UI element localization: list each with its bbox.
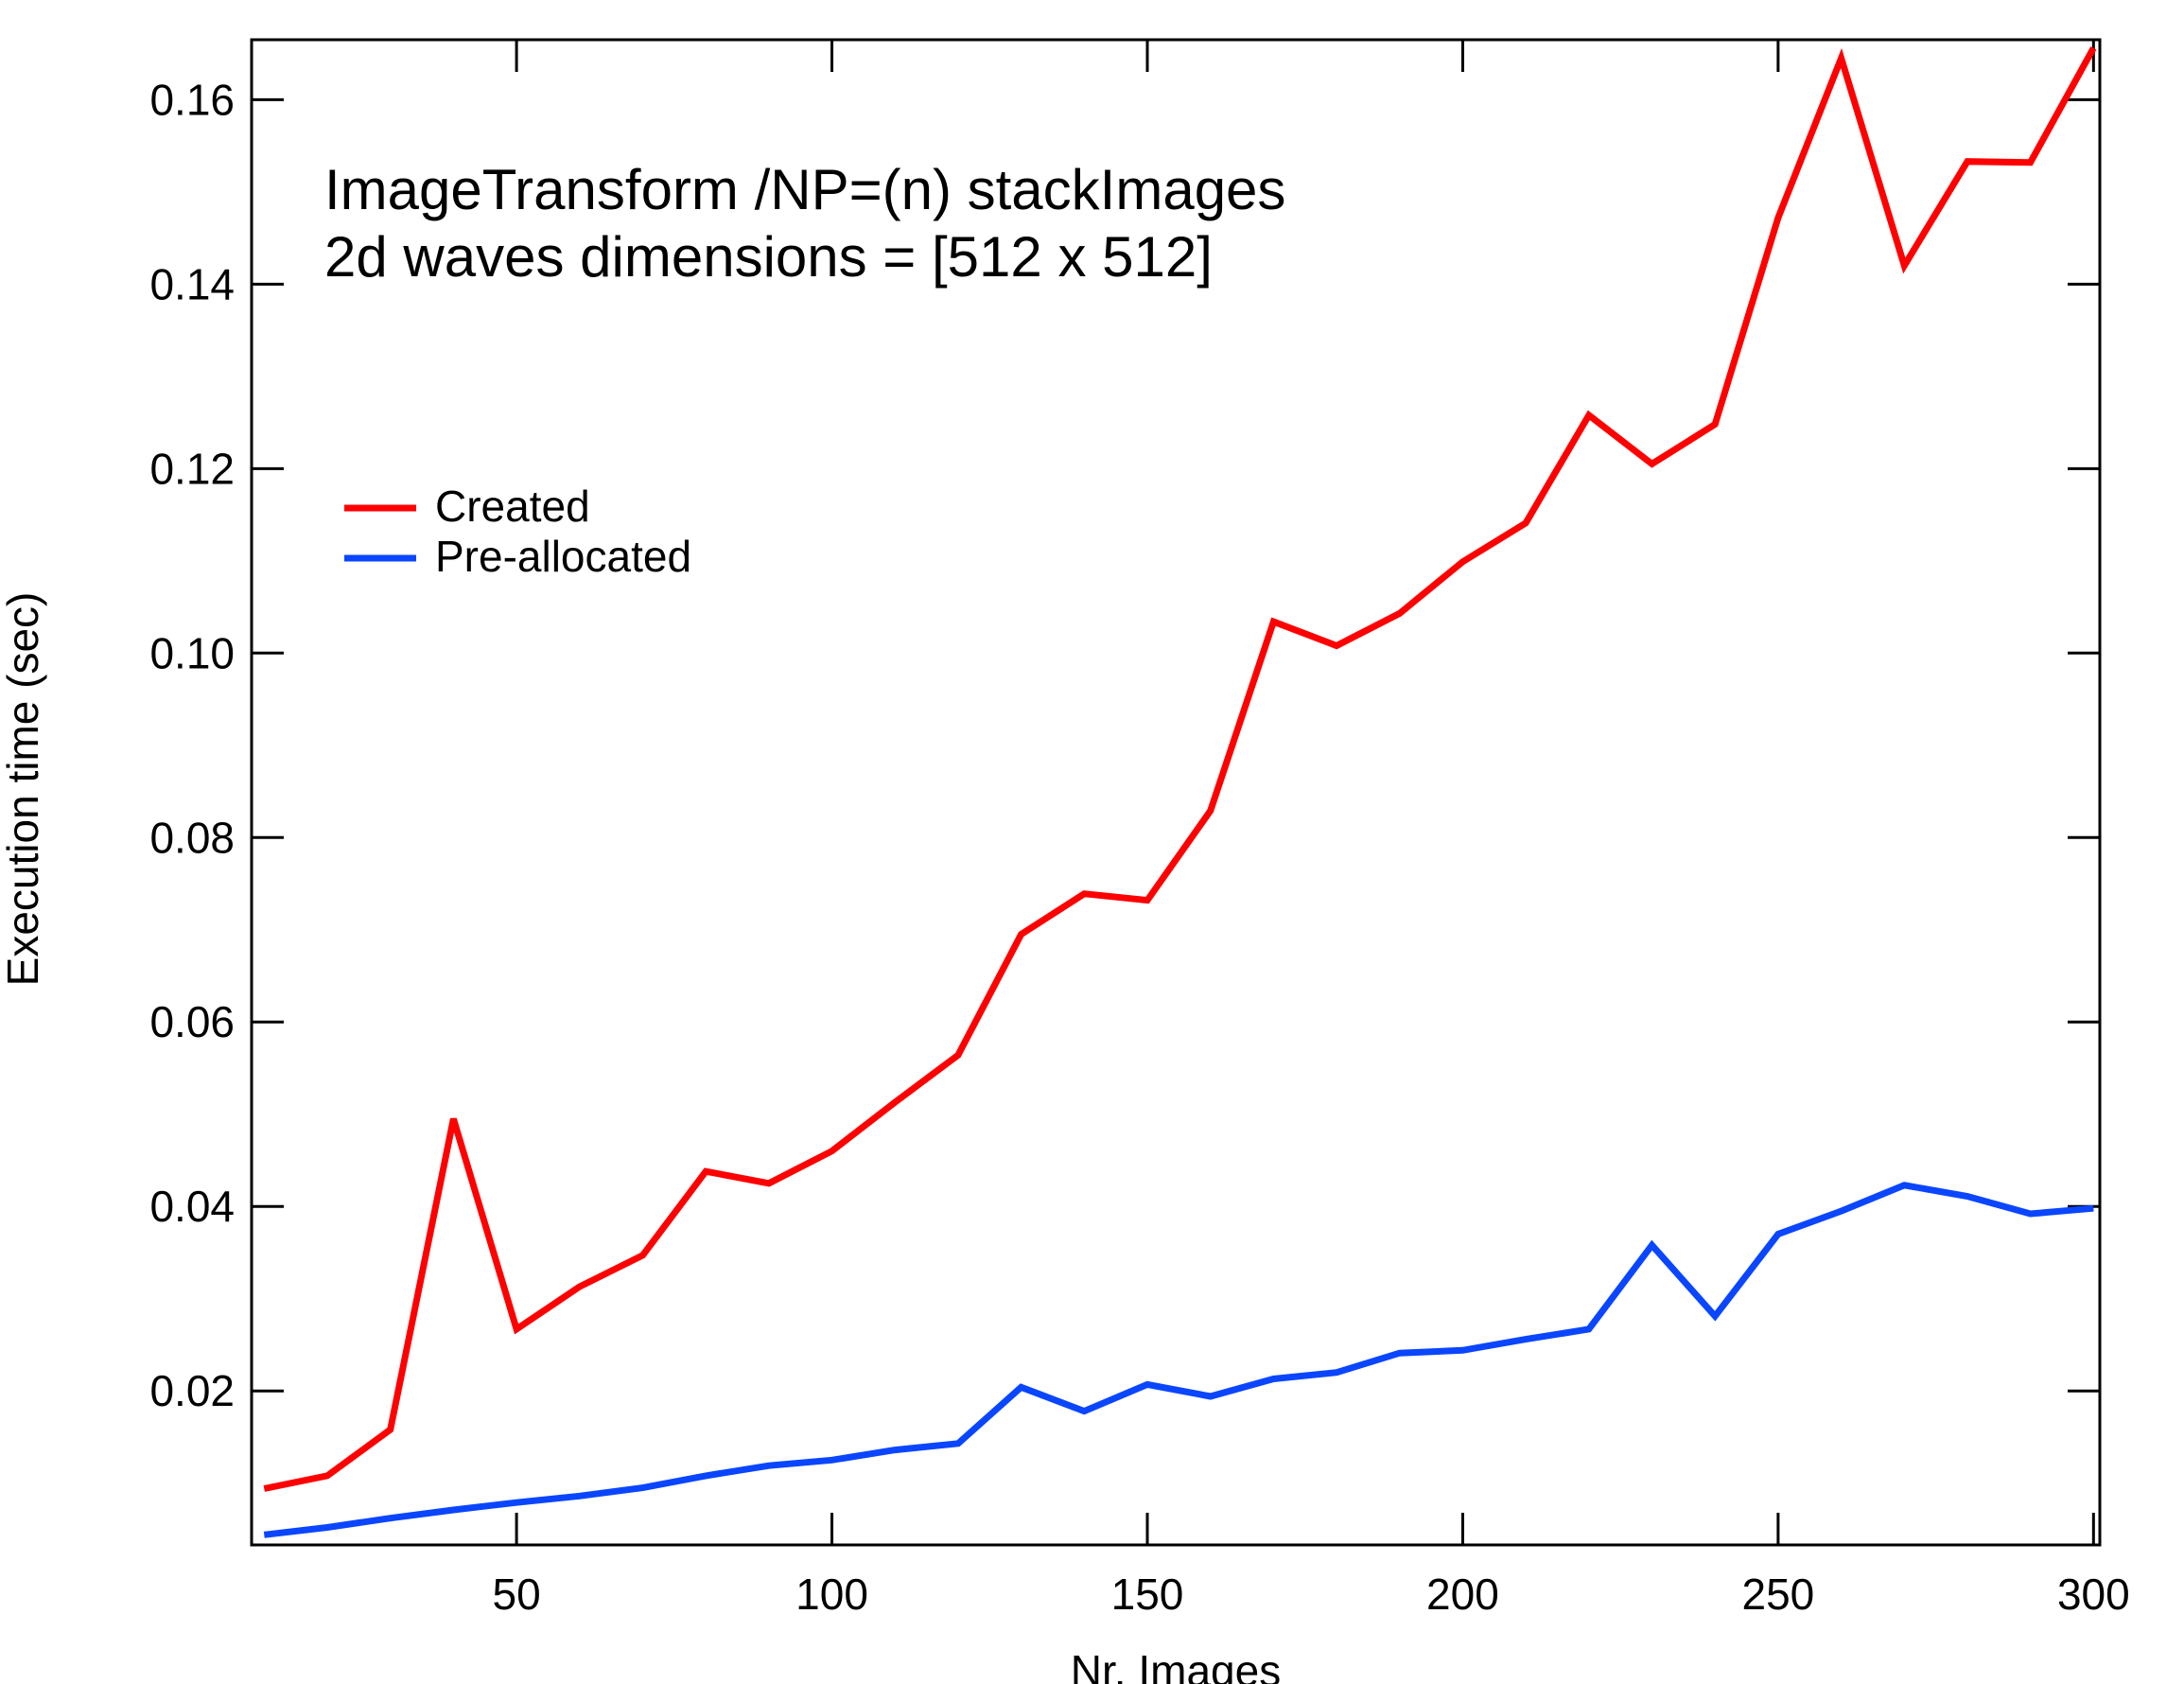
series-line-created [263, 46, 2097, 1492]
y-tick-label: 0.06 [149, 997, 235, 1046]
plot-frame [250, 38, 2102, 1547]
y-tick-label: 0.12 [149, 444, 235, 493]
x-tick-label: 100 [795, 1570, 868, 1619]
x-tick-label: 250 [1742, 1570, 1815, 1619]
x-tick-label: 50 [493, 1570, 541, 1619]
ticks: 50 100 150 200 250 300 0.02 0.04 0.06 0.08 0.10 0.1… [149, 40, 2130, 1619]
x-axis-label: Nr. Images [1071, 1646, 1281, 1684]
y-tick-label: 0.08 [149, 813, 235, 862]
y-tick-label: 0.10 [149, 628, 235, 677]
legend: Created Pre-allocated [344, 482, 691, 581]
legend-label-pre-allocated: Pre-allocated [435, 532, 691, 581]
legend-label-created: Created [435, 482, 590, 531]
series-lines [263, 46, 2097, 1538]
y-tick-label: 0.14 [149, 259, 235, 308]
x-tick-label: 300 [2057, 1570, 2130, 1619]
y-tick-label: 0.16 [149, 75, 235, 124]
y-tick-label: 0.02 [149, 1366, 235, 1415]
y-axis-label: Execution time (sec) [0, 592, 47, 987]
series-line-pre-allocated [263, 1182, 2094, 1538]
x-tick-label: 200 [1426, 1570, 1499, 1619]
annotation-line-1: ImageTransform /NP=(n) stackImages [324, 158, 1285, 221]
annotation-line-2: 2d waves dimensions = [512 x 512] [324, 225, 1213, 289]
y-tick-label: 0.04 [149, 1182, 235, 1231]
x-tick-label: 150 [1111, 1570, 1184, 1619]
